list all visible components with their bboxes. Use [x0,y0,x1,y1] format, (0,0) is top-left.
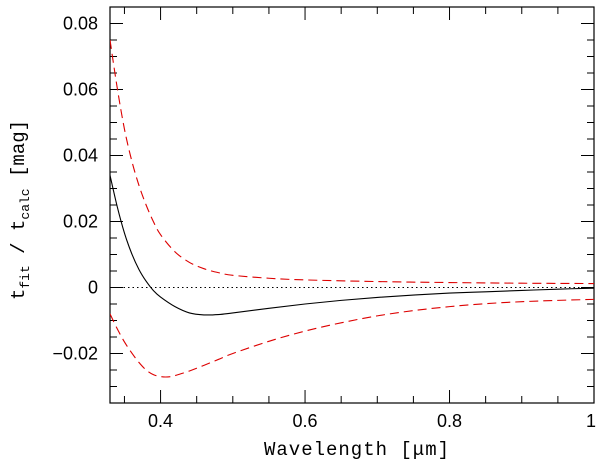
y-label-fit-subscript: fit [18,265,33,288]
data-series [110,39,594,378]
y-label-divider: / [8,231,30,265]
y-label-t-calc: t [8,220,30,231]
series-line-fit-residual [110,175,594,316]
axis-ticks [110,6,595,404]
series-line-upper-bound [110,39,594,285]
plot-frame [109,6,595,404]
x-tick-label: 1 [586,411,596,431]
x-tick-label: 0.6 [293,411,318,431]
y-label-unit: [mag] [8,120,30,188]
x-tick-label: 0.4 [148,411,173,431]
y-tick-label: 0 [88,278,98,298]
tick-labels: 0.4 0.6 0.8 1 −0.02 0 0.02 0.04 0.06 0.08 [52,14,596,432]
x-tick-label: 0.8 [437,411,462,431]
series-line-lower-bound [110,298,594,378]
y-tick-label: 0.06 [63,80,98,100]
x-axis-label: Wavelength [μm] [264,439,450,461]
y-tick-label: 0.08 [63,14,98,34]
y-label-calc-subscript: calc [18,188,33,219]
y-axis-label: tfit / tcalc [mag] [8,120,33,300]
y-label-t-fit: t [8,289,30,300]
y-tick-label: 0.02 [63,212,98,232]
y-tick-label: −0.02 [52,344,98,364]
y-tick-label: 0.04 [63,146,98,166]
